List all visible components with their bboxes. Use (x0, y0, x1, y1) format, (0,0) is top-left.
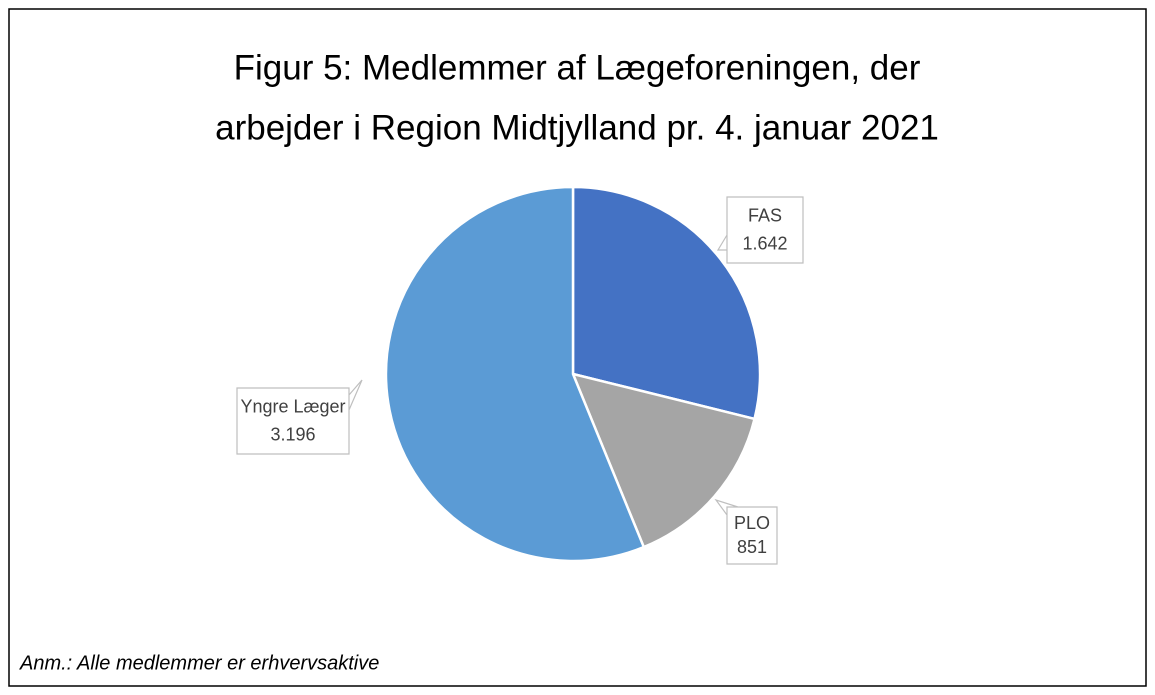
callout-box (714, 498, 778, 565)
pie-slice (571, 185, 762, 421)
annotation: Anm.: Alle medlemmer er erhvervsaktive (19, 652, 379, 674)
callout-box (236, 379, 363, 455)
callout-box (716, 196, 804, 264)
data-label-value: 851 (737, 537, 767, 557)
data-label-value: 3.196 (270, 424, 315, 444)
chart-title: Figur 5: Medlemmer af Lægeforeningen, de… (234, 48, 921, 87)
chart-title: arbejder i Region Midtjylland pr. 4. jan… (215, 108, 939, 147)
data-label-name: FAS (748, 206, 782, 226)
pie-slice (384, 185, 646, 563)
pie-slice (570, 372, 757, 549)
data-label-value: 1.642 (742, 233, 787, 253)
data-label-name: PLO (734, 513, 770, 533)
data-label-name: Yngre Læger (240, 397, 345, 417)
